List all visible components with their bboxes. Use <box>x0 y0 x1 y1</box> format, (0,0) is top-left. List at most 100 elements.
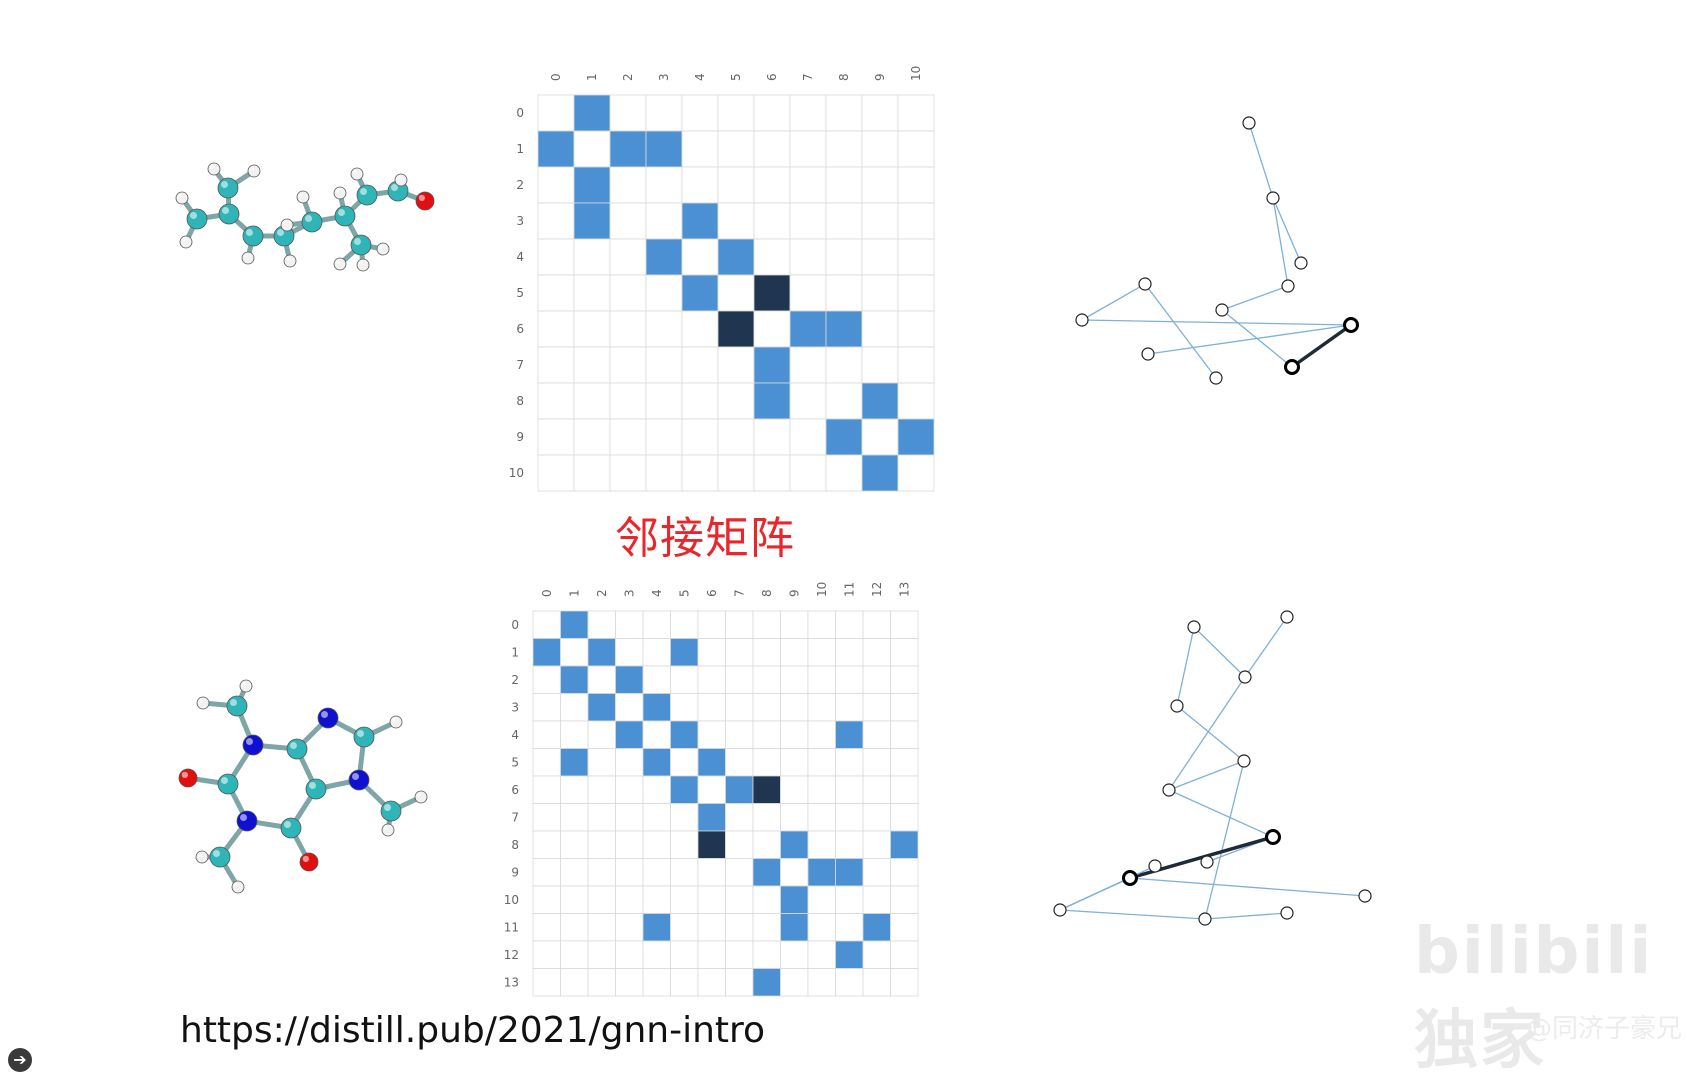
matrix-cell <box>717 382 755 420</box>
matrix-cell <box>789 166 827 204</box>
column-label: 6 <box>705 589 719 597</box>
matrix-cell <box>681 202 719 240</box>
matrix-cell <box>609 238 647 276</box>
matrix-cell <box>789 202 827 240</box>
matrix-cell <box>825 418 863 456</box>
matrix-cell <box>835 968 864 997</box>
row-label: 3 <box>511 700 519 714</box>
matrix-cell <box>807 665 836 694</box>
row-label: 4 <box>511 728 519 742</box>
matrix-cell <box>861 94 899 132</box>
molecule-atom <box>207 162 221 176</box>
matrix-cell <box>725 968 754 997</box>
column-label: 5 <box>677 589 691 597</box>
column-label: 12 <box>870 582 884 597</box>
matrix-cell <box>537 202 575 240</box>
atom-highlight <box>305 215 312 222</box>
matrix-cell <box>560 748 589 777</box>
matrix-cell <box>725 693 754 722</box>
row-label: 6 <box>511 783 519 797</box>
matrix-cell <box>642 913 671 942</box>
matrix-cell <box>609 382 647 420</box>
matrix-cell <box>532 665 561 694</box>
matrix-cell <box>835 940 864 969</box>
molecule-atom <box>350 167 364 181</box>
graph-edge <box>1059 909 1206 920</box>
column-label: 4 <box>650 589 664 597</box>
matrix-cell <box>890 693 919 722</box>
molecule-atom <box>394 173 408 187</box>
molecule-atom <box>389 715 403 729</box>
molecule-atom <box>415 191 435 211</box>
matrix-cell <box>725 720 754 749</box>
column-label: 10 <box>815 582 829 597</box>
column-label: 5 <box>729 73 743 81</box>
column-label: 1 <box>585 73 599 81</box>
matrix-cell <box>807 803 836 832</box>
graph-edge <box>1176 626 1195 707</box>
row-label: 12 <box>504 948 519 962</box>
matrix-cell <box>890 913 919 942</box>
molecule-atom <box>296 190 310 204</box>
molecule-atom <box>217 177 239 199</box>
atom-highlight <box>358 260 363 265</box>
molecule-atom <box>236 810 258 832</box>
matrix-cell <box>587 665 616 694</box>
matrix-cell <box>780 885 809 914</box>
matrix-cell <box>670 638 699 667</box>
matrix-cell <box>645 238 683 276</box>
matrix-cell <box>615 665 644 694</box>
matrix-cell <box>670 775 699 804</box>
molecule-atom <box>217 773 239 795</box>
atom-highlight <box>249 166 254 171</box>
column-label: 6 <box>765 73 779 81</box>
watermark-logo: bilibili 独家 <box>1414 915 1654 1078</box>
matrix-cell <box>725 638 754 667</box>
matrix-cell <box>615 940 644 969</box>
molecule-atom <box>356 258 370 272</box>
matrix-cell <box>862 940 891 969</box>
matrix-cell <box>615 968 644 997</box>
source-url[interactable]: https://distill.pub/2021/gnn-intro <box>180 1010 766 1051</box>
matrix-cell <box>807 720 836 749</box>
matrix-cell <box>670 913 699 942</box>
molecule-atom <box>286 738 308 760</box>
matrix-cell <box>532 968 561 997</box>
matrix-cell <box>807 638 836 667</box>
molecule-atom <box>376 242 390 256</box>
graph-edge <box>1081 319 1352 326</box>
atom-highlight <box>197 852 202 858</box>
matrix-cell <box>587 940 616 969</box>
matrix-cell <box>862 748 891 777</box>
matrix-cell <box>897 274 935 312</box>
atom-highlight <box>209 164 214 169</box>
matrix-cell <box>789 310 827 348</box>
matrix-cell <box>752 940 781 969</box>
matrix-cell <box>615 858 644 887</box>
caption-adjacency-matrix: 邻接矩阵 <box>615 513 795 564</box>
molecule-atom <box>280 817 302 839</box>
matrix-cell <box>532 610 561 639</box>
matrix-cell <box>573 130 611 168</box>
matrix-cell <box>753 454 791 492</box>
matrix-cell <box>897 418 935 456</box>
atom-highlight <box>352 773 359 780</box>
matrix-cell <box>587 885 616 914</box>
graph-node <box>1280 610 1294 624</box>
matrix-cell <box>807 610 836 639</box>
matrix-cell <box>825 238 863 276</box>
matrix-cell <box>615 830 644 859</box>
arrow-right-circle-icon[interactable]: ➔ <box>8 1048 32 1072</box>
column-label: 3 <box>622 589 636 597</box>
graph-node <box>1187 620 1201 634</box>
matrix-cell <box>835 803 864 832</box>
matrix-cell <box>862 638 891 667</box>
column-label: 0 <box>549 73 563 81</box>
molecule-atom <box>231 880 245 894</box>
atom-highlight <box>290 742 297 749</box>
matrix-cell <box>890 775 919 804</box>
matrix-cell <box>681 130 719 168</box>
matrix-cell <box>753 130 791 168</box>
matrix-cell <box>573 310 611 348</box>
matrix-cell <box>780 693 809 722</box>
